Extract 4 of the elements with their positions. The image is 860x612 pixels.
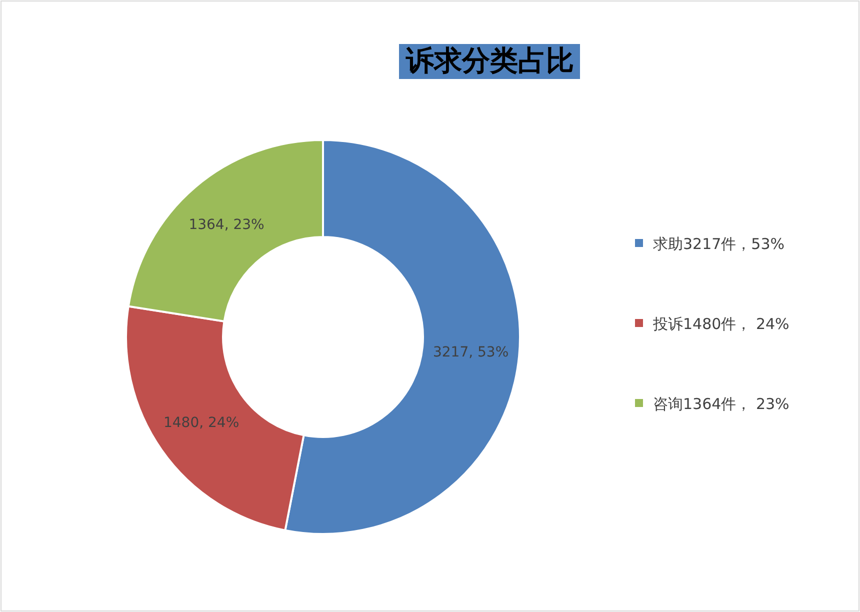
data-label: 1364, 23% [188, 217, 264, 234]
chart-title: 诉求分类占比 [405, 46, 574, 77]
data-label: 1480, 24% [163, 415, 240, 432]
data-label: 3217, 53% [432, 344, 509, 360]
